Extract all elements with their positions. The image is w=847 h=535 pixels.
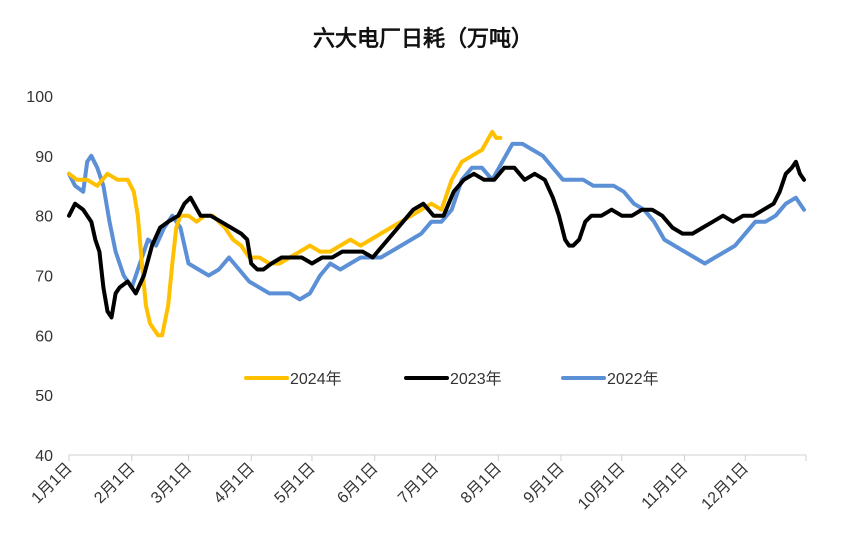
x-tick-label: 6月1日 <box>334 460 381 507</box>
x-tick-label: 5月1日 <box>272 460 319 507</box>
y-tick-label: 100 <box>26 89 53 106</box>
y-tick-label: 40 <box>35 448 53 465</box>
legend-label-2: 2022年 <box>607 370 659 388</box>
y-tick-label: 90 <box>35 149 53 166</box>
series-layer <box>67 129 806 338</box>
series-line-0 <box>67 129 503 338</box>
x-tick-label: 10月1日 <box>575 460 629 514</box>
y-tick-label: 80 <box>35 209 53 226</box>
chart-title: 六大电厂日耗（万吨） <box>313 26 533 52</box>
legend: 2024年 2023年 2022年 <box>244 370 659 388</box>
x-tick-label: 1月1日 <box>29 460 76 507</box>
x-tick-label: 3月1日 <box>148 460 195 507</box>
legend-label-1: 2023年 <box>450 370 502 388</box>
axes: 40 50 60 70 80 90 100 1月1日 2月1日 3月1日 4月1日 5月1日 6月1日 7… <box>26 89 807 514</box>
x-tick-label: 12月1日 <box>699 460 753 514</box>
series-line-1 <box>67 159 806 320</box>
series-line-2 <box>67 141 806 302</box>
x-tick-label: 2月1日 <box>91 460 138 507</box>
y-tick-label: 60 <box>35 328 53 345</box>
x-tick-label: 11月1日 <box>639 460 692 513</box>
y-tick-label: 70 <box>35 269 53 286</box>
x-tick-label: 9月1日 <box>521 460 568 507</box>
x-tick-label: 7月1日 <box>395 460 442 507</box>
y-tick-label: 50 <box>35 388 53 405</box>
x-tick-label: 8月1日 <box>458 460 505 507</box>
x-tick-label: 4月1日 <box>211 460 258 507</box>
legend-label-0: 2024年 <box>290 370 342 388</box>
